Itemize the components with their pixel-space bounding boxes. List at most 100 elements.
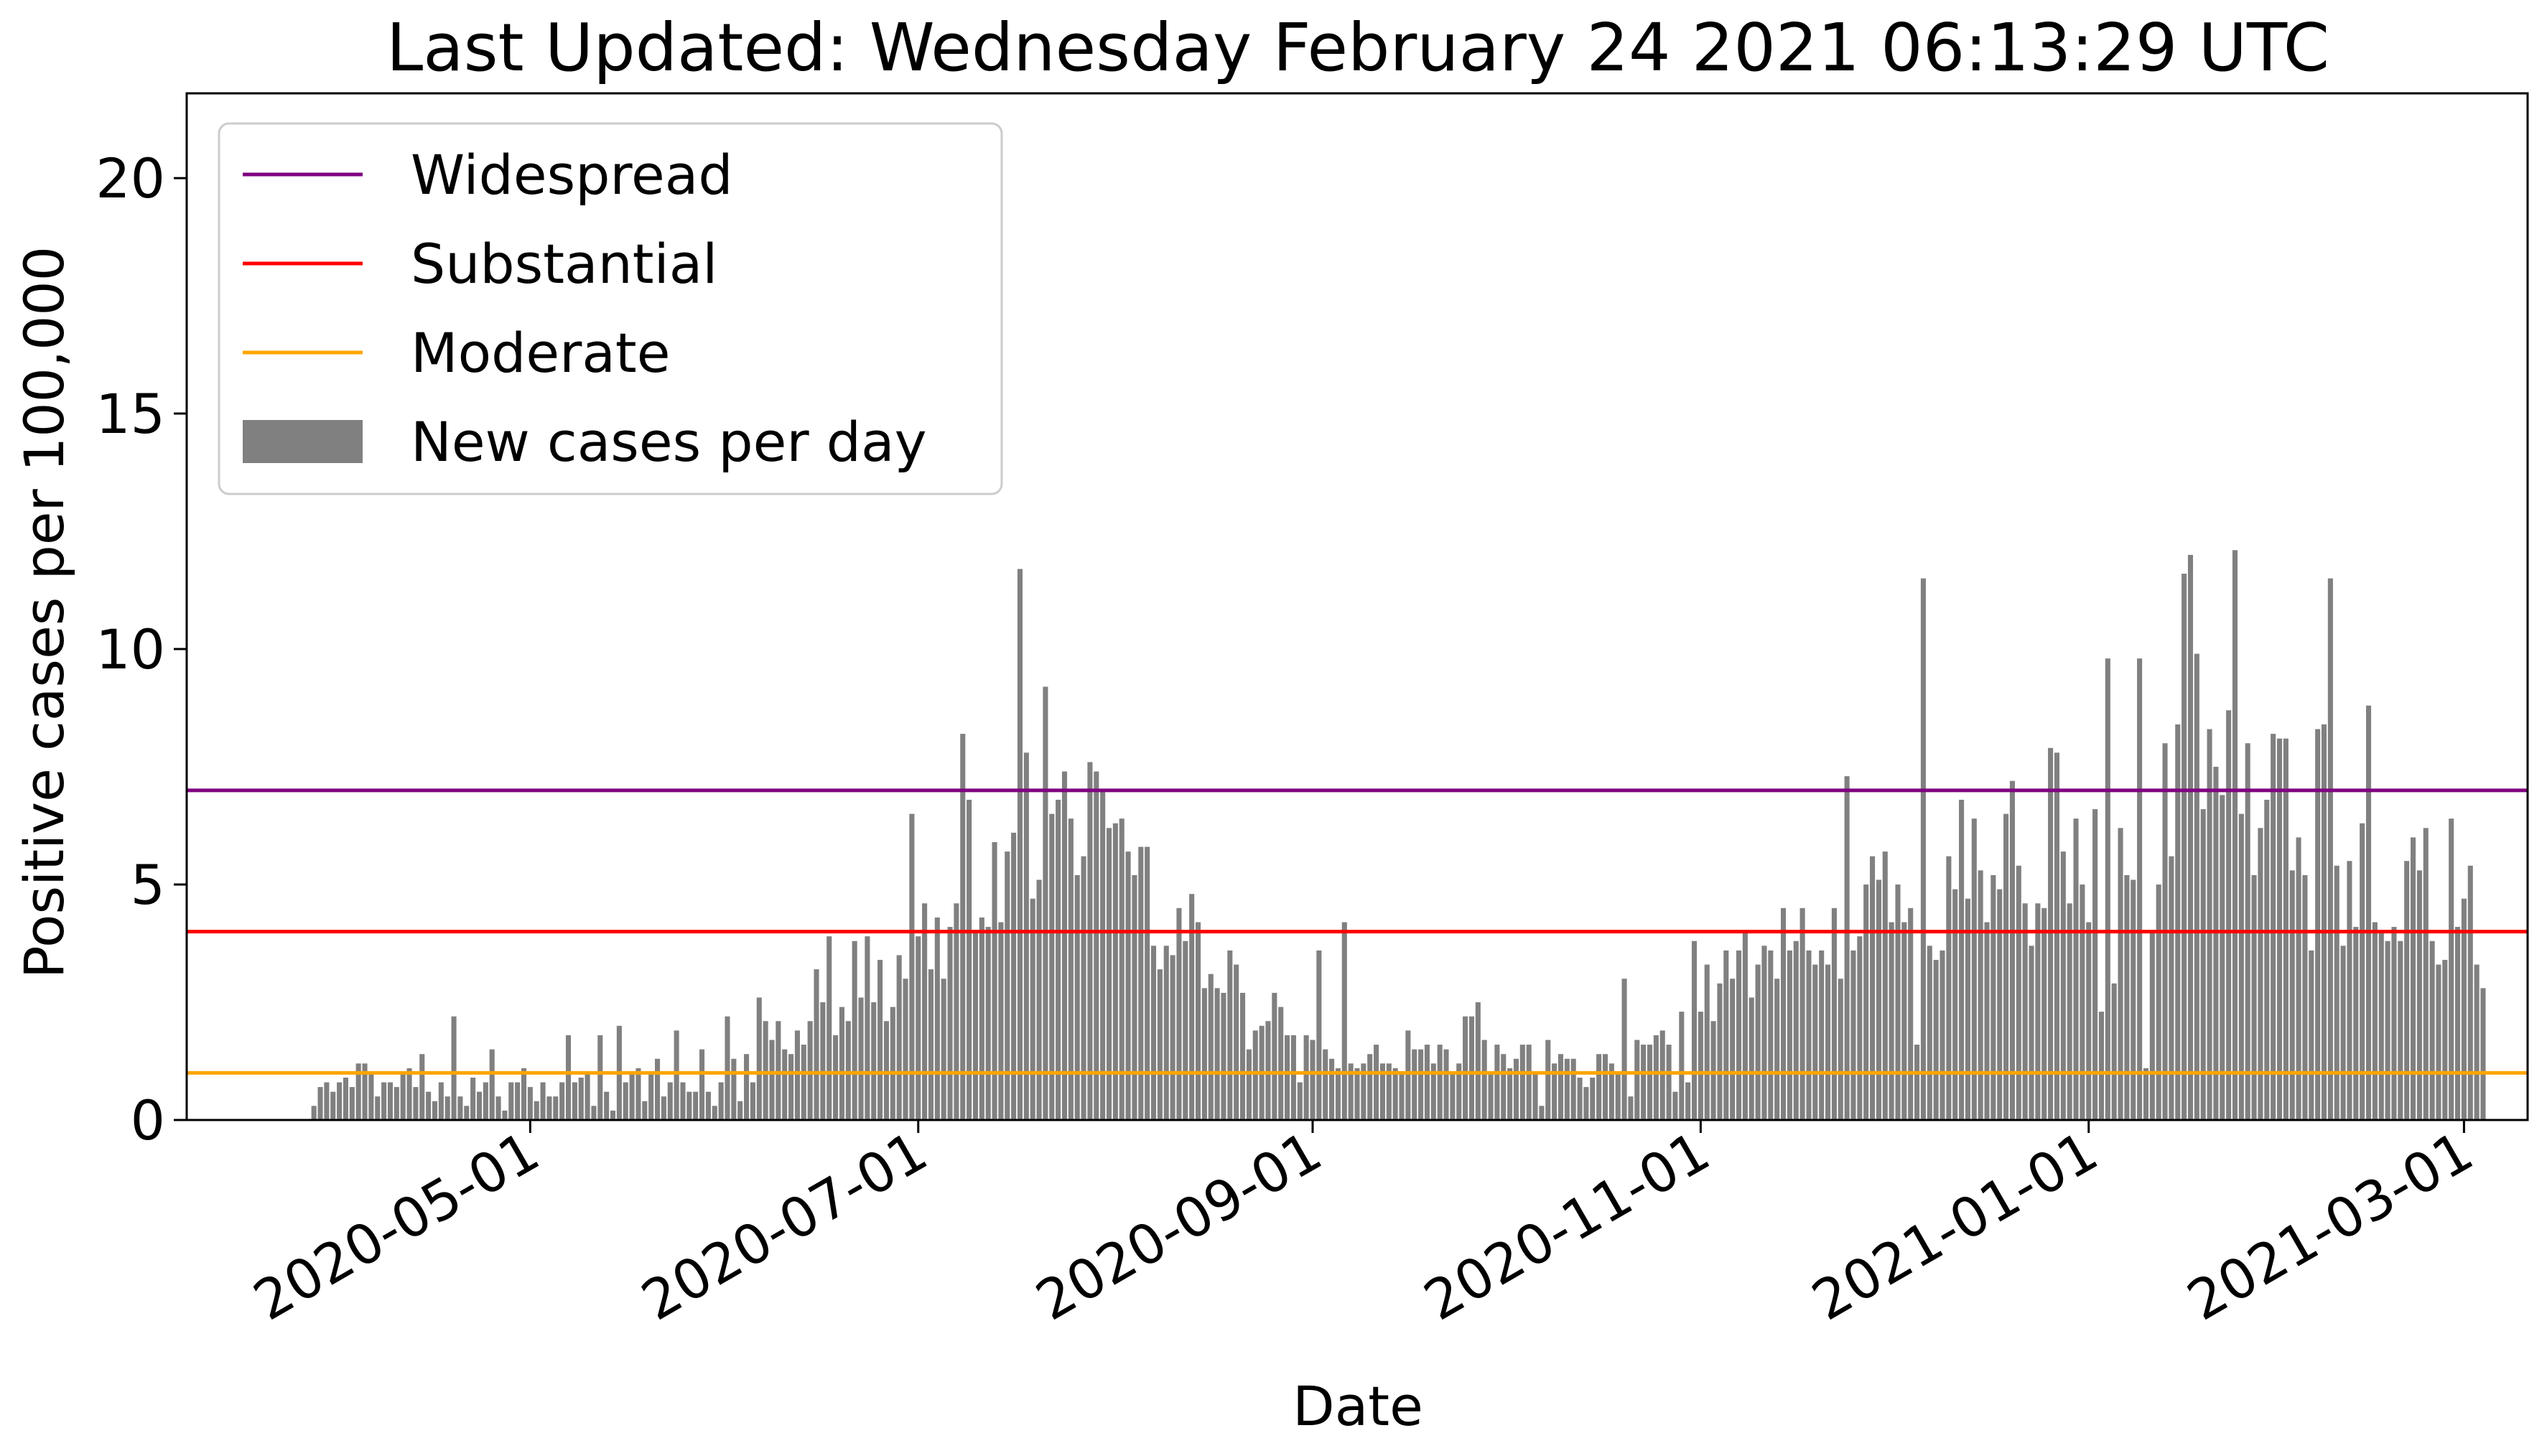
bar bbox=[1272, 992, 1277, 1120]
bar bbox=[464, 1106, 470, 1120]
bar bbox=[2372, 922, 2378, 1120]
bar bbox=[1074, 874, 1080, 1120]
bar bbox=[1513, 1058, 1519, 1120]
bar bbox=[1685, 1082, 1691, 1120]
bar bbox=[1984, 922, 1990, 1120]
bar bbox=[1557, 1054, 1564, 1120]
bar bbox=[896, 955, 902, 1120]
bar bbox=[2251, 874, 2257, 1120]
bar bbox=[1583, 1087, 1589, 1120]
bar bbox=[1061, 771, 1068, 1120]
bar bbox=[1831, 907, 1837, 1120]
plot-area-frame bbox=[185, 92, 2529, 1121]
bar bbox=[406, 1068, 412, 1120]
bar bbox=[1049, 813, 1055, 1120]
bar bbox=[1494, 1045, 1500, 1120]
bar bbox=[1285, 1035, 1290, 1120]
bar bbox=[1863, 885, 1869, 1120]
bar bbox=[1252, 1030, 1258, 1120]
bar bbox=[2436, 964, 2441, 1120]
bar bbox=[1799, 907, 1805, 1120]
bar bbox=[705, 1091, 711, 1120]
bar bbox=[1704, 964, 1710, 1120]
bar bbox=[794, 1030, 800, 1120]
bar bbox=[1374, 1045, 1379, 1120]
bar bbox=[444, 1096, 450, 1120]
bar bbox=[1691, 941, 1698, 1120]
bar bbox=[489, 1049, 495, 1120]
bar bbox=[756, 997, 762, 1120]
bar bbox=[1145, 846, 1150, 1120]
bar bbox=[941, 979, 946, 1120]
bar bbox=[1176, 907, 1182, 1120]
bar bbox=[2187, 554, 2194, 1120]
y-axis-label: Positive cases per 100,000 bbox=[12, 246, 76, 979]
bar bbox=[502, 1110, 508, 1120]
bar bbox=[1545, 1040, 1551, 1120]
bar bbox=[1774, 979, 1780, 1120]
bar bbox=[2169, 856, 2174, 1120]
bar bbox=[1310, 1040, 1316, 1120]
bar bbox=[2309, 950, 2314, 1120]
bar bbox=[661, 1096, 666, 1120]
bar bbox=[883, 1021, 889, 1120]
bar bbox=[2296, 837, 2301, 1120]
bar bbox=[355, 1063, 361, 1120]
bar bbox=[623, 1082, 628, 1120]
bar bbox=[2105, 658, 2110, 1120]
bar bbox=[2315, 729, 2321, 1120]
bar bbox=[1341, 922, 1347, 1120]
bar bbox=[311, 1106, 317, 1120]
bar bbox=[2302, 874, 2308, 1120]
bar bbox=[1106, 828, 1112, 1120]
bar bbox=[1119, 818, 1125, 1120]
bar bbox=[1793, 941, 1799, 1120]
bar bbox=[1819, 950, 1825, 1120]
bar bbox=[680, 1082, 686, 1120]
bar bbox=[1036, 879, 1042, 1120]
bar bbox=[1920, 578, 1926, 1120]
bar bbox=[1303, 1035, 1309, 1120]
bar bbox=[604, 1091, 610, 1120]
bar bbox=[852, 941, 857, 1120]
bar bbox=[1755, 964, 1761, 1120]
chart-title: Last Updated: Wednesday February 24 2021… bbox=[386, 9, 2329, 86]
bar bbox=[2353, 927, 2359, 1120]
bar bbox=[1488, 1073, 1494, 1120]
bar bbox=[1501, 1054, 1507, 1120]
bar bbox=[801, 1045, 806, 1120]
bar bbox=[1717, 983, 1723, 1120]
bar bbox=[1138, 846, 1144, 1120]
legend-label-moderate: Moderate bbox=[411, 321, 670, 385]
bar bbox=[1290, 1035, 1296, 1120]
bar bbox=[1227, 950, 1233, 1120]
bar bbox=[1214, 988, 1220, 1120]
bar bbox=[1507, 1068, 1513, 1120]
bar bbox=[2360, 823, 2365, 1120]
y-tick-label: 0 bbox=[131, 1088, 165, 1152]
bar bbox=[2182, 574, 2187, 1120]
bar bbox=[954, 903, 959, 1120]
bar bbox=[1946, 856, 1952, 1120]
bar bbox=[693, 1091, 699, 1120]
legend-swatch-new-cases-per-day bbox=[243, 420, 363, 463]
bar bbox=[1825, 964, 1831, 1120]
bar bbox=[1386, 1063, 1392, 1120]
bar bbox=[330, 1091, 336, 1120]
bar bbox=[1379, 1063, 1385, 1120]
bar bbox=[610, 1110, 616, 1120]
bar bbox=[2276, 738, 2283, 1120]
bar bbox=[1481, 1040, 1487, 1120]
bar bbox=[1838, 979, 1843, 1120]
bar bbox=[578, 1077, 584, 1120]
bar bbox=[343, 1077, 349, 1120]
bar bbox=[387, 1082, 394, 1120]
bar bbox=[2411, 837, 2416, 1120]
bar bbox=[827, 936, 832, 1120]
bar bbox=[1329, 1058, 1335, 1120]
bar bbox=[515, 1082, 521, 1120]
bar bbox=[1971, 818, 1977, 1120]
bar bbox=[629, 1073, 635, 1120]
bar bbox=[998, 922, 1004, 1120]
bar bbox=[2334, 865, 2339, 1120]
